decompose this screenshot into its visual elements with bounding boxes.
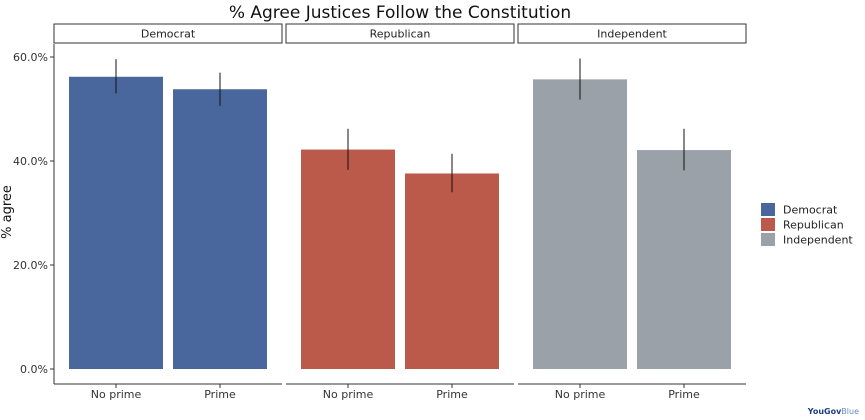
x-tick-label: No prime: [555, 388, 606, 401]
y-axis-label: % agree: [0, 185, 15, 239]
bar: [173, 89, 267, 370]
brand-part-2: Blue: [841, 407, 859, 416]
bar: [533, 79, 627, 370]
x-tick-label: Prime: [668, 388, 700, 401]
y-tick-label: 60.0%: [13, 51, 48, 64]
strip-label-democrat: Democrat: [141, 28, 196, 41]
y-axis: 0.0% 20.0% 40.0% 60.0%: [13, 44, 55, 384]
bar: [405, 173, 499, 369]
x-tick-label: No prime: [323, 388, 374, 401]
panel-democrat: Democrat No prime Prime: [53, 23, 283, 401]
strip-republican: [285, 23, 515, 44]
chart-title: % Agree Justices Follow the Constitution: [229, 3, 571, 23]
bar: [637, 150, 731, 369]
x-tick-label: Prime: [436, 388, 468, 401]
panel-independent: Independent No prime Prime: [517, 23, 747, 401]
x-tick-label: No prime: [91, 388, 142, 401]
y-tick-label: 0.0%: [20, 363, 48, 376]
legend-key-independent: [761, 233, 775, 246]
bar: [301, 149, 395, 369]
brand-part-1: YouGov: [807, 407, 842, 416]
legend-label-republican: Republican: [783, 219, 844, 232]
strip-label-independent: Independent: [597, 28, 667, 41]
legend-key-democrat: [761, 203, 775, 216]
y-tick-label: 20.0%: [13, 259, 48, 272]
bar: [69, 76, 163, 369]
brand-logo: YouGovBlue: [808, 407, 859, 416]
strip-democrat: [53, 23, 283, 44]
panels-layer: Democrat No prime Prime Republican No prime P…: [53, 23, 747, 401]
legend-key-republican: [761, 218, 775, 231]
legend-label-democrat: Democrat: [783, 204, 838, 217]
y-tick-label: 40.0%: [13, 155, 48, 168]
strip-label-republican: Republican: [370, 28, 431, 41]
x-tick-label: Prime: [204, 388, 236, 401]
panel-republican: Republican No prime Prime: [285, 23, 515, 401]
legend: Democrat Republican Independent: [761, 203, 853, 247]
strip-independent: [517, 23, 747, 44]
legend-label-independent: Independent: [783, 234, 853, 247]
